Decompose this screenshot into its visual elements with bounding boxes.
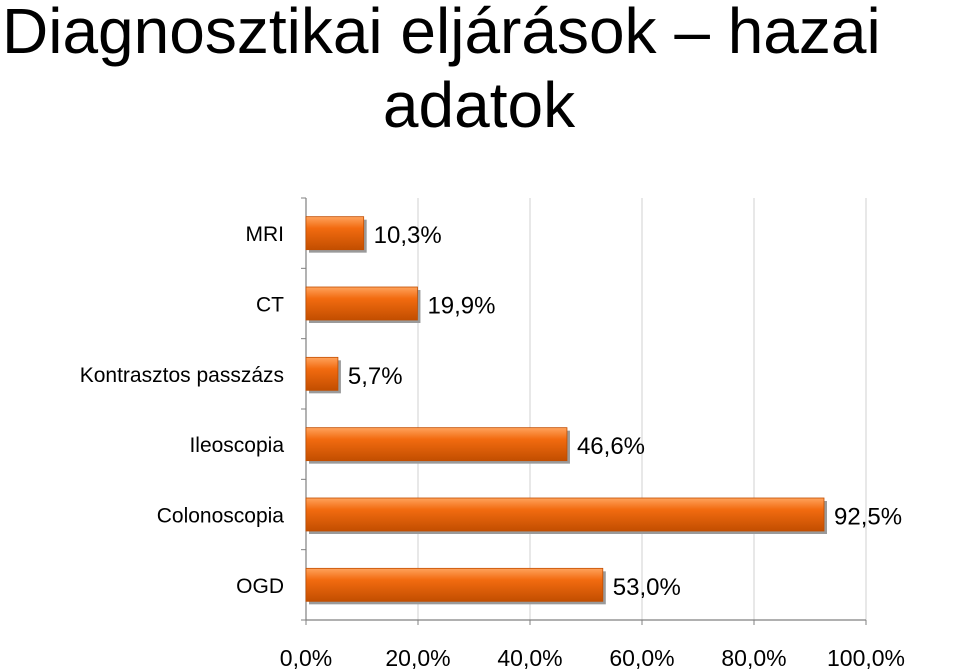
value-label: 10,3% [374, 222, 442, 249]
slide-title-line-1: Diagnosztikai eljárások – hazai [2, 0, 881, 67]
labels: 0,0% 20,0% 40,0% 60,0% 80,0% 100,0% MRI 10,3% CT… [80, 222, 905, 671]
bar [305, 216, 365, 251]
category-label: Kontrasztos passzázs [80, 364, 284, 387]
value-label: 19,9% [427, 293, 495, 320]
bar [305, 567, 604, 602]
bar [305, 497, 825, 532]
gridlines [417, 198, 867, 620]
value-label: 5,7% [348, 363, 403, 390]
axes [301, 197, 867, 625]
x-tick-label: 20,0% [385, 645, 450, 671]
x-tick-label: 100,0% [827, 645, 905, 671]
category-label: MRI [246, 223, 285, 246]
value-label: 92,5% [834, 504, 902, 531]
value-label: 53,0% [613, 574, 681, 601]
slide-title-line-2: adatok [382, 69, 576, 141]
bars [305, 216, 827, 605]
category-label: Ileoscopia [189, 434, 284, 457]
bar [305, 286, 418, 321]
slide-title: Diagnosztikai eljárások – hazai adatok [0, 0, 960, 142]
category-label: Colonoscopia [157, 505, 285, 528]
x-tick-label: 60,0% [609, 645, 674, 671]
x-tick-label: 40,0% [497, 645, 562, 671]
bar [305, 356, 339, 391]
category-label: OGD [236, 575, 284, 598]
bar [305, 427, 568, 462]
x-tick-label: 80,0% [721, 645, 786, 671]
category-label: CT [256, 294, 284, 317]
x-tick-label: 0,0% [280, 645, 332, 671]
value-label: 46,6% [577, 433, 645, 460]
